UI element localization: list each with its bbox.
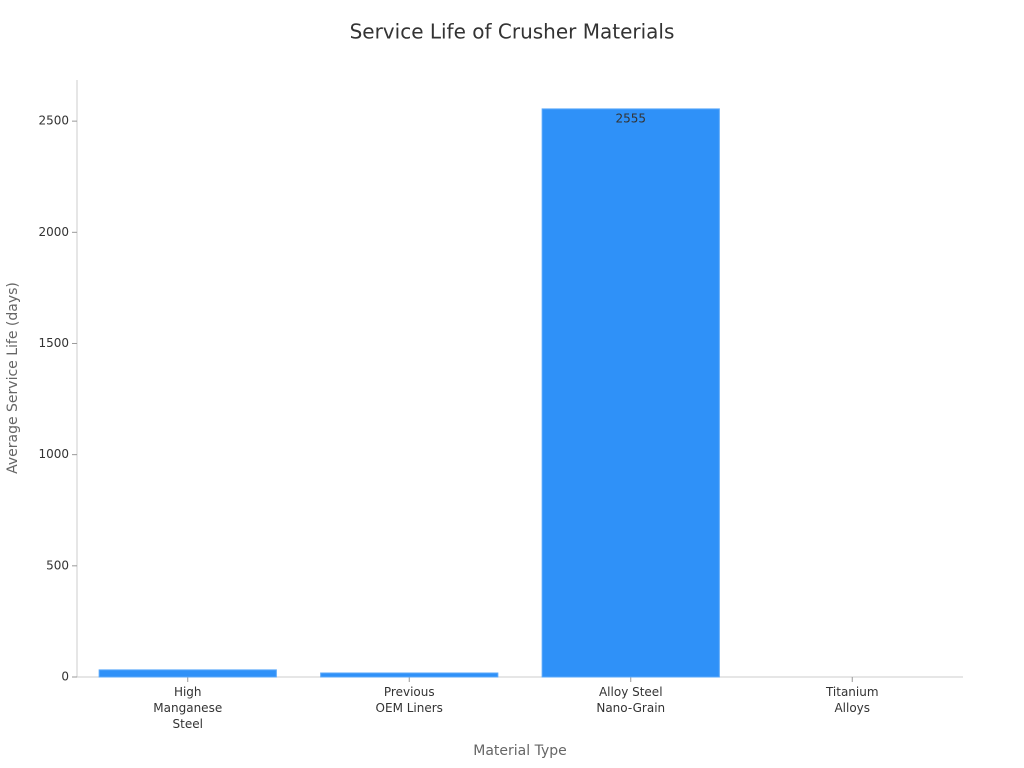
y-tick-label: 500 xyxy=(46,558,69,572)
bar xyxy=(541,108,720,678)
y-tick-label: 1000 xyxy=(38,447,69,461)
y-tick-label: 1500 xyxy=(38,336,69,350)
y-tick-label: 2500 xyxy=(38,114,69,128)
x-tick-label: Previous OEM Liners xyxy=(375,685,443,715)
x-tick-label: Alloy Steel Nano-Grain xyxy=(596,685,666,715)
bar xyxy=(320,672,499,678)
chart-title: Service Life of Crusher Materials xyxy=(350,20,675,44)
x-tick-label: High Manganese Steel xyxy=(153,685,223,731)
y-axis-title: Average Service Life (days) xyxy=(5,282,21,474)
bar xyxy=(98,669,277,678)
x-axis-title: Material Type xyxy=(473,743,566,759)
x-tick-label: Titanium Alloys xyxy=(825,685,879,715)
y-tick-label: 2000 xyxy=(38,225,69,239)
data-label: 2555 xyxy=(615,111,646,125)
y-tick-label: 0 xyxy=(61,670,69,684)
